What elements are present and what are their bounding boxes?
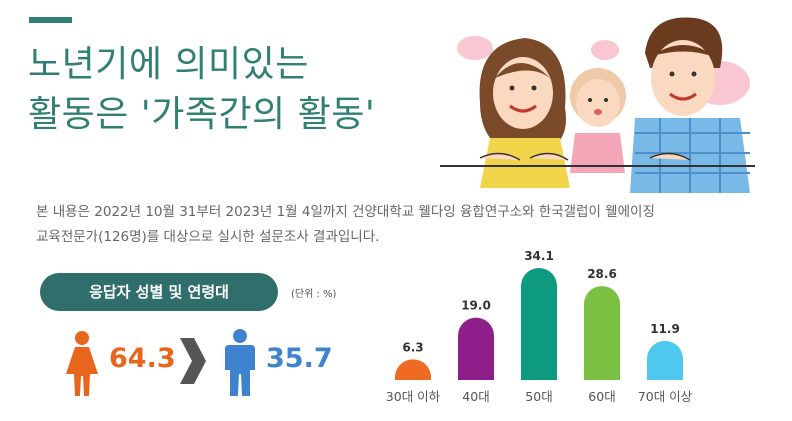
category-label: 60대 [588,389,615,404]
male-value: 35.7 [266,343,333,374]
bar-value-label: 11.9 [650,322,680,336]
family-illustration [440,17,755,193]
category-label: 50대 [525,389,552,404]
survey-description: 본 내용은 2022년 10월 31부터 2023년 1월 4일까지 건양대학교… [36,200,776,250]
bar-4 [584,286,620,380]
male-icon [225,329,255,396]
title-line-2: 활동은 '가족간의 활동' [28,94,376,135]
bar-value-label: 19.0 [461,299,491,313]
category-label: 70대 이상 [638,389,693,404]
bar-5 [647,340,683,380]
bar-2 [458,317,494,380]
unit-label: (단위 : %) [291,289,337,300]
female-value: 64.3 [109,343,176,374]
female-icon [66,331,98,396]
description-line-2: 교육전문가(126명)를 대상으로 실시한 설문조사 결과입니다. [36,229,380,245]
title-line-1: 노년기에 의미있는 [28,44,309,85]
bar-3 [521,268,557,380]
bar-1 [395,359,431,380]
bar-value-label: 28.6 [587,267,617,281]
title-accent-bar [29,17,72,23]
chevron-right-icon [180,338,206,384]
category-label: 30대 이하 [386,389,441,404]
category-label: 40대 [462,389,489,404]
page-title: 노년기에 의미있는 활동은 '가족간의 활동' [28,40,375,140]
age-bar-chart: 6.3 30대 이하 19.0 40대 34.1 50대 28.6 60대 11.9 70대 이상 [386,250,693,404]
respondents-label: 응답자 성별 및 연령대 [40,273,278,311]
bar-value-label: 6.3 [402,340,423,354]
bar-value-label: 34.1 [524,250,554,263]
description-line-1: 본 내용은 2022년 10월 31부터 2023년 1월 4일까지 건양대학교… [36,204,655,220]
